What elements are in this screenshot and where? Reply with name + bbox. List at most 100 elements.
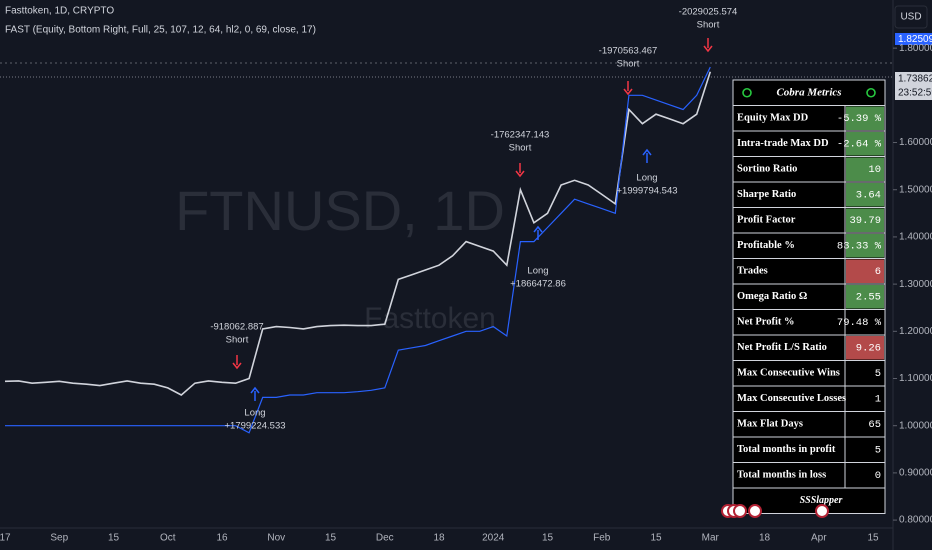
signal-label: Long [244,408,265,419]
indicator-header: FAST (Equity, Bottom Right, Full, 25, 10… [5,25,316,36]
metric-label: Intra-trade Max DD [737,138,829,149]
y-tick-label: 0.80000 [899,515,932,526]
watermark-symbol: FTNUSD, 1D [175,179,505,242]
value-cell [846,463,884,487]
metric-value: 9.26 [856,343,881,355]
event-flag [733,504,747,518]
signal-label: -1762347.143 [491,130,550,141]
metric-label: Trades [737,266,768,277]
metric-value: 83.33 % [837,241,882,253]
value-cell [846,412,884,436]
metric-value: 65 [868,419,881,431]
table-title: Cobra Metrics [776,86,841,98]
y-tick-label: 1.10000 [899,373,932,384]
metric-value: -5.39 % [837,113,882,125]
y-tick-label: 1.40000 [899,232,932,243]
y-tick-label: 1.30000 [899,279,932,290]
signal-label: Long [527,266,548,277]
metric-label: Max Consecutive Losses [737,393,846,404]
signal-label: +1999794.543 [616,186,677,197]
signal-label: -1970563.467 [599,46,658,57]
metric-value: 1 [875,394,881,406]
x-tick-label: 15 [542,533,554,544]
signal-arrowhead [515,170,525,178]
value-cell [846,157,884,181]
event-flag [815,504,829,518]
x-tick-label: 17 [0,533,11,544]
signal-arrowhead [703,45,713,53]
metric-value: 5 [875,368,881,380]
value-cell [846,183,884,207]
symbol-header: Fasttoken, 1D, CRYPTO [5,6,114,17]
value-cell [846,259,884,283]
x-tick-label: 18 [759,533,771,544]
close-price-label: 1.73862 [898,74,932,85]
value-cell [846,336,884,360]
currency-button[interactable] [894,5,928,29]
table-footer: SSSlapper [800,495,843,506]
metric-label: Total months in loss [737,470,826,481]
signal-label: -918062.887 [210,322,263,333]
metric-value: 79.48 % [837,317,882,329]
metric-label: Net Profit L/S Ratio [737,342,827,353]
signal-arrowhead [533,225,543,233]
signal-label: Short [697,20,720,31]
x-tick-label: 18 [433,533,445,544]
title-icon [742,87,752,98]
metric-value: 10 [868,164,881,176]
metric-value: 6 [875,266,881,278]
y-tick-label: 1.50000 [899,184,932,195]
metric-label: Equity Max DD [737,113,809,124]
value-cell [846,234,884,258]
y-tick-label: 1.60000 [899,137,932,148]
x-tick-label: Sep [50,533,68,544]
signal-label: +1866472.86 [510,279,566,290]
plot: -918062.887 Short Long +1799224.533 -1762347… [4,7,738,434]
event-flag [748,504,762,518]
x-tick-label: 15 [325,533,337,544]
currency-label[interactable]: USD [900,12,921,23]
signal-label: Short [617,59,640,70]
metric-label: Max Consecutive Wins [737,368,840,379]
signal-arrowhead [623,88,633,96]
series-line [5,66,711,434]
y-tick-label: 1.00000 [899,420,932,431]
value-cell [846,310,884,334]
metric-value: 2.55 [856,292,881,304]
value-cell [846,438,884,462]
watermark-name: Fasttoken [364,302,496,335]
metric-label: Omega Ratio Ω [737,291,807,302]
signal-arrowhead [250,386,260,394]
last-price-label: 1.82509 [898,34,932,45]
metric-label: Profitable % [737,240,795,251]
metric-label: Sortino Ratio [737,164,797,175]
metric-value: 0 [875,470,881,482]
signal-label: Short [509,143,532,154]
value-cell [846,106,884,130]
signal-label: Long [636,173,657,184]
metric-label: Max Flat Days [737,419,803,430]
x-tick-label: 16 [216,533,228,544]
x-tick-label: Dec [376,533,394,544]
value-cell [846,132,884,156]
x-tick-label: Oct [160,533,176,544]
y-tick-label: 0.90000 [899,468,932,479]
metric-value: 3.64 [856,190,881,202]
countdown-label: 23:52:59 [898,88,932,99]
x-tick-label: 15 [650,533,662,544]
title-icon [866,87,876,98]
signal-label: -2029025.574 [679,7,738,18]
metric-value: -2.64 % [837,139,882,151]
value-cell [846,361,884,385]
close-price-tag [895,72,932,100]
metric-value: 39.79 [849,215,881,227]
x-tick-label: 15 [867,533,879,544]
metrics-table: Cobra Metrics Equity Max DD -5.39 % Intra-t… [732,79,886,514]
x-tick-label: 15 [108,533,120,544]
metric-label: Total months in profit [737,444,836,455]
metric-value: 5 [875,445,881,457]
x-tick-label: Feb [593,533,611,544]
x-tick-label: 2024 [482,533,505,544]
y-tick-label: 1.80000 [899,43,932,54]
